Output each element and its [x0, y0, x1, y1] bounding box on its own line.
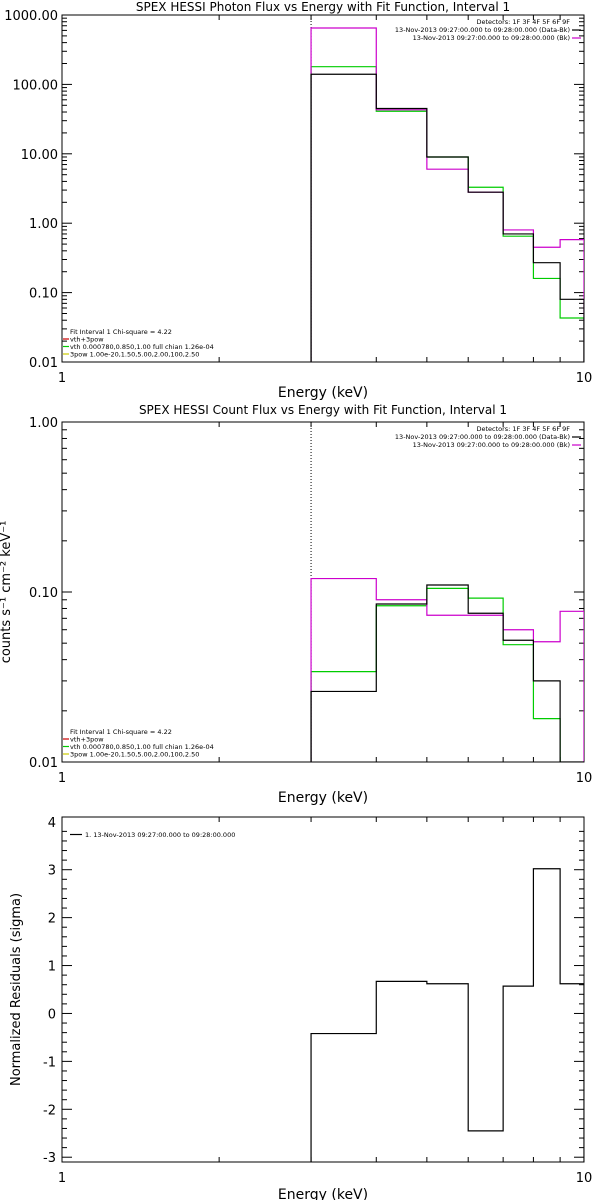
chart-panel-1: 1 10 0.01 0.10 1.00 10.00 100.00 1000.00 SPEX HE… — [4, 0, 592, 401]
x-axis-ticks: 1 10 — [58, 15, 592, 386]
series-step-2 — [310, 27, 584, 362]
series-step-1 — [310, 73, 584, 362]
series-step-3 — [310, 66, 584, 362]
legend-bottom-left: Fit Interval 1 Chi-square = 4.22vth+3pow… — [63, 328, 214, 359]
data-area — [310, 15, 584, 362]
x-tick-label: 10 — [576, 1171, 593, 1186]
data-area — [310, 422, 584, 762]
legend-entry: vth 0.000780,0.850,1.00 full chian 1.26e… — [70, 343, 214, 351]
y-tick-label: 1000.00 — [4, 9, 58, 24]
x-axis-ticks: 1 10 — [58, 817, 592, 1186]
y-tick-label: 4 — [48, 816, 56, 831]
plot-frame — [61, 816, 585, 1163]
legend-entry: Fit Interval 1 Chi-square = 4.22 — [70, 328, 172, 336]
x-axis-label: Energy (keV) — [278, 385, 368, 401]
legend-entry: 1. 13-Nov-2013 09:27:00.000 to 09:28:00.… — [85, 831, 235, 839]
legend-entry: vth+3pow — [70, 336, 104, 344]
legend-entry: 13-Nov-2013 09:27:00.000 to 09:28:00.000… — [395, 26, 570, 34]
y-tick-label: 100.00 — [13, 78, 59, 93]
y-tick-label: -3 — [43, 1151, 56, 1166]
y-tick-label: 0 — [48, 1007, 56, 1022]
y-axis-ticks: -3 -2 -1 0 1 2 3 4 — [43, 816, 584, 1166]
y-axis-label: counts s⁻¹ cm⁻² keV⁻¹ — [0, 521, 14, 664]
x-tick-label: 1 — [58, 771, 66, 786]
x-axis-label: Energy (keV) — [278, 790, 368, 806]
legend-entry: Detectors: 1F 3F 4F 5F 6F 9F — [476, 425, 570, 433]
y-axis-label: Normalized Residuals (sigma) — [9, 893, 24, 1086]
legend-top-right: Detectors: 1F 3F 4F 5F 6F 9F13-Nov-2013 … — [395, 425, 581, 449]
x-tick-label: 1 — [58, 1171, 66, 1186]
legend-entry: Fit Interval 1 Chi-square = 4.22 — [70, 728, 172, 736]
series-step-1 — [310, 584, 584, 762]
y-axis-ticks: 0.01 0.10 1.00 — [29, 416, 584, 771]
y-tick-label: 0.10 — [29, 586, 58, 601]
chart-panel-2: 1 10 0.01 0.10 1.00 SPEX HESSI Count Flux vs … — [0, 403, 592, 806]
chart-panel-3: 1 10 -3 -2 -1 0 1 2 3 4 Energy (keV) Normalized Res… — [9, 816, 592, 1200]
legend-top-left: 1. 13-Nov-2013 09:27:00.000 to 09:28:00.… — [70, 831, 235, 839]
legend-entry: 13-Nov-2013 09:27:00.000 to 09:28:00.000… — [395, 433, 570, 441]
data-area — [310, 868, 584, 1162]
x-tick-label: 10 — [576, 771, 593, 786]
series-step-3 — [310, 587, 561, 762]
legend-entry: Detectors: 1F 3F 4F 5F 6F 9F — [476, 18, 570, 26]
y-tick-label: -2 — [43, 1103, 56, 1118]
chart-title: SPEX HESSI Photon Flux vs Energy with Fi… — [136, 0, 510, 14]
series-step-1 — [310, 868, 584, 1162]
y-axis-ticks: 0.01 0.10 1.00 10.00 100.00 1000.00 — [4, 9, 584, 371]
x-tick-label: 1 — [58, 371, 66, 386]
plot-frame — [61, 14, 585, 363]
y-tick-label: -1 — [43, 1055, 56, 1070]
y-tick-label: 10.00 — [21, 148, 58, 163]
legend-entry: 3pow 1.00e-20,1.50,5.00,2.00,100,2.50 — [70, 351, 199, 359]
legend-entry: vth 0.000780,0.850,1.00 full chian 1.26e… — [70, 743, 214, 751]
y-tick-label: 1.00 — [29, 416, 58, 431]
legend-entry: 13-Nov-2013 09:27:00.000 to 09:28:00.000… — [413, 34, 570, 42]
legend-entry: 13-Nov-2013 09:27:00.000 to 09:28:00.000… — [413, 441, 570, 449]
y-tick-label: 0.01 — [29, 756, 58, 771]
y-tick-label: 0.01 — [29, 356, 58, 371]
x-tick-label: 10 — [576, 371, 593, 386]
y-tick-label: 1 — [48, 960, 56, 975]
y-tick-label: 3 — [48, 864, 56, 879]
y-tick-label: 0.10 — [29, 287, 58, 302]
chart-title: SPEX HESSI Count Flux vs Energy with Fit… — [139, 403, 507, 417]
x-axis-label: Energy (keV) — [278, 1187, 368, 1200]
legend-bottom-left: Fit Interval 1 Chi-square = 4.22vth+3pow… — [63, 728, 214, 759]
legend-entry: 3pow 1.00e-20,1.50,5.00,2.00,100,2.50 — [70, 751, 199, 759]
legend-entry: vth+3pow — [70, 736, 104, 744]
y-tick-label: 1.00 — [29, 217, 58, 232]
y-tick-label: 2 — [48, 912, 56, 927]
plot-frame — [61, 421, 585, 763]
legend-top-right: Detectors: 1F 3F 4F 5F 6F 9F13-Nov-2013 … — [395, 18, 581, 42]
